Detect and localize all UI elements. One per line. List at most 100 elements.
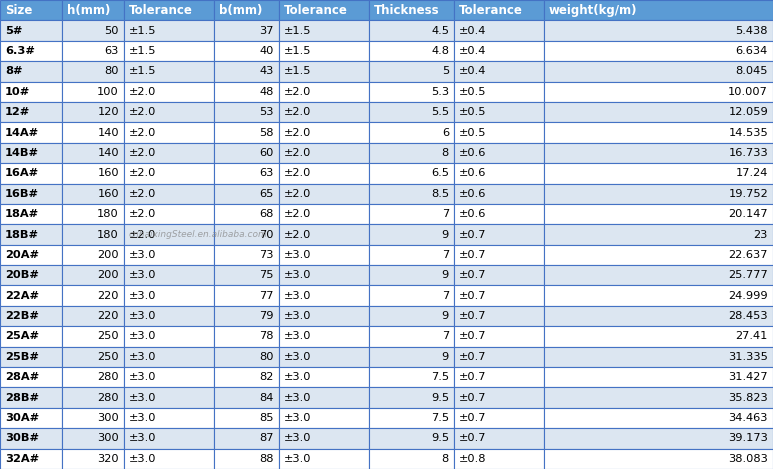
Text: 5.3: 5.3 bbox=[431, 87, 449, 97]
Bar bbox=[0, 265, 62, 286]
Bar bbox=[124, 245, 214, 265]
Bar bbox=[369, 224, 454, 245]
Text: 87: 87 bbox=[260, 433, 274, 443]
Text: 180: 180 bbox=[97, 209, 119, 219]
Bar bbox=[214, 245, 279, 265]
Text: ±3.0: ±3.0 bbox=[129, 454, 156, 464]
Bar bbox=[544, 20, 773, 41]
Text: ±2.0: ±2.0 bbox=[284, 87, 312, 97]
Bar bbox=[62, 286, 124, 306]
Text: 23: 23 bbox=[754, 229, 768, 240]
Bar bbox=[544, 183, 773, 204]
Text: ±3.0: ±3.0 bbox=[284, 270, 312, 280]
Bar bbox=[369, 387, 454, 408]
Text: 200: 200 bbox=[97, 270, 119, 280]
Text: 22B#: 22B# bbox=[5, 311, 39, 321]
Bar bbox=[0, 204, 62, 224]
Text: 160: 160 bbox=[97, 189, 119, 199]
Bar bbox=[369, 20, 454, 41]
Text: 70: 70 bbox=[260, 229, 274, 240]
Text: 50: 50 bbox=[104, 26, 119, 36]
Bar bbox=[62, 387, 124, 408]
Text: 140: 140 bbox=[97, 128, 119, 137]
Bar bbox=[369, 306, 454, 326]
Text: 18B#: 18B# bbox=[5, 229, 39, 240]
Bar bbox=[369, 326, 454, 347]
Bar bbox=[454, 449, 544, 469]
Bar bbox=[454, 20, 544, 41]
Bar bbox=[214, 122, 279, 143]
Text: ±0.7: ±0.7 bbox=[459, 413, 486, 423]
Bar bbox=[544, 326, 773, 347]
Text: ±2.0: ±2.0 bbox=[129, 168, 156, 178]
Text: 84: 84 bbox=[260, 393, 274, 402]
Text: 250: 250 bbox=[97, 352, 119, 362]
Bar bbox=[454, 41, 544, 61]
Bar bbox=[369, 347, 454, 367]
Bar bbox=[369, 163, 454, 183]
Bar bbox=[369, 102, 454, 122]
Bar bbox=[544, 82, 773, 102]
Bar bbox=[279, 428, 369, 449]
Bar bbox=[454, 306, 544, 326]
Text: ±0.5: ±0.5 bbox=[459, 128, 486, 137]
Text: 63: 63 bbox=[260, 168, 274, 178]
Text: 28A#: 28A# bbox=[5, 372, 39, 382]
Bar bbox=[454, 367, 544, 387]
Bar bbox=[62, 245, 124, 265]
Bar bbox=[62, 326, 124, 347]
Text: 220: 220 bbox=[97, 311, 119, 321]
Text: Tolerance: Tolerance bbox=[284, 4, 348, 17]
Text: ±0.7: ±0.7 bbox=[459, 393, 486, 402]
Bar bbox=[214, 204, 279, 224]
Bar bbox=[544, 449, 773, 469]
Bar bbox=[454, 347, 544, 367]
Text: 40: 40 bbox=[260, 46, 274, 56]
Bar bbox=[369, 61, 454, 82]
Bar bbox=[214, 143, 279, 163]
Bar bbox=[279, 122, 369, 143]
Bar bbox=[0, 122, 62, 143]
Text: 180: 180 bbox=[97, 229, 119, 240]
Text: 7: 7 bbox=[441, 291, 449, 301]
Bar bbox=[214, 347, 279, 367]
Bar bbox=[62, 41, 124, 61]
Text: 6.3#: 6.3# bbox=[5, 46, 35, 56]
Bar bbox=[0, 387, 62, 408]
Text: 73: 73 bbox=[260, 250, 274, 260]
Bar bbox=[544, 428, 773, 449]
Bar bbox=[279, 224, 369, 245]
Text: 9.5: 9.5 bbox=[431, 393, 449, 402]
Bar bbox=[369, 41, 454, 61]
Bar bbox=[214, 20, 279, 41]
Text: ±2.0: ±2.0 bbox=[284, 209, 312, 219]
Bar bbox=[214, 449, 279, 469]
Text: 25.777: 25.777 bbox=[728, 270, 768, 280]
Bar bbox=[544, 408, 773, 428]
Bar bbox=[0, 347, 62, 367]
Bar bbox=[124, 102, 214, 122]
Text: 5#: 5# bbox=[5, 26, 22, 36]
Bar bbox=[544, 387, 773, 408]
Text: ±2.0: ±2.0 bbox=[284, 107, 312, 117]
Text: 80: 80 bbox=[260, 352, 274, 362]
Text: ±2.0: ±2.0 bbox=[284, 128, 312, 137]
Bar bbox=[454, 82, 544, 102]
Text: ±2.0: ±2.0 bbox=[129, 148, 156, 158]
Text: 19.752: 19.752 bbox=[728, 189, 768, 199]
Bar bbox=[454, 204, 544, 224]
Text: ±0.7: ±0.7 bbox=[459, 372, 486, 382]
Bar bbox=[214, 183, 279, 204]
Text: ±3.0: ±3.0 bbox=[129, 250, 156, 260]
Text: 48: 48 bbox=[260, 87, 274, 97]
Bar bbox=[0, 82, 62, 102]
Text: 65: 65 bbox=[260, 189, 274, 199]
Text: 25B#: 25B# bbox=[5, 352, 39, 362]
Text: ±3.0: ±3.0 bbox=[284, 311, 312, 321]
Text: ±2.0: ±2.0 bbox=[284, 168, 312, 178]
Bar bbox=[214, 408, 279, 428]
Bar bbox=[0, 0, 62, 20]
Text: ±1.5: ±1.5 bbox=[284, 67, 312, 76]
Bar bbox=[124, 0, 214, 20]
Text: ±0.4: ±0.4 bbox=[459, 67, 486, 76]
